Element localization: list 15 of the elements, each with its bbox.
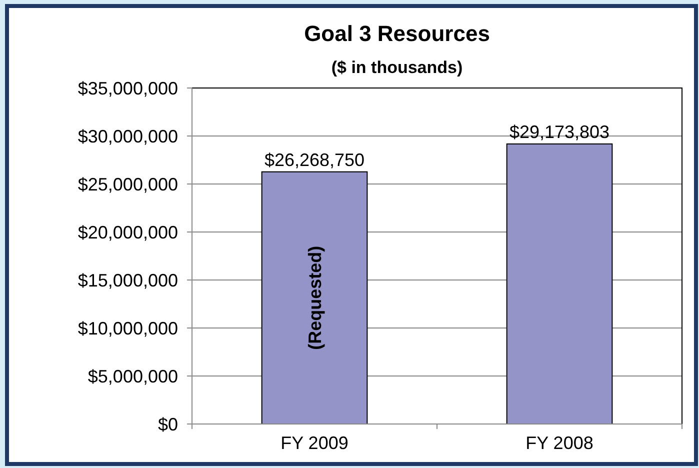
y-tick-label: $25,000,000: [78, 174, 178, 194]
annotation: (Requested): [304, 246, 325, 350]
chart-title: Goal 3 Resources: [304, 21, 490, 46]
y-tick-label: $10,000,000: [78, 318, 178, 338]
y-tick-label: $0: [158, 414, 178, 434]
y-tick-label: $5,000,000: [88, 366, 178, 386]
data-label: $26,268,750: [264, 150, 365, 170]
y-tick-label: $35,000,000: [78, 78, 178, 98]
chart-subtitle: ($ in thousands): [331, 58, 463, 77]
y-tick-label: $20,000,000: [78, 222, 178, 242]
y-tick-label: $15,000,000: [78, 270, 178, 290]
x-tick-label: FY 2009: [280, 433, 348, 453]
y-tick-label: $30,000,000: [78, 126, 178, 146]
x-tick-label: FY 2008: [526, 433, 594, 453]
data-label: $29,173,803: [509, 122, 610, 142]
